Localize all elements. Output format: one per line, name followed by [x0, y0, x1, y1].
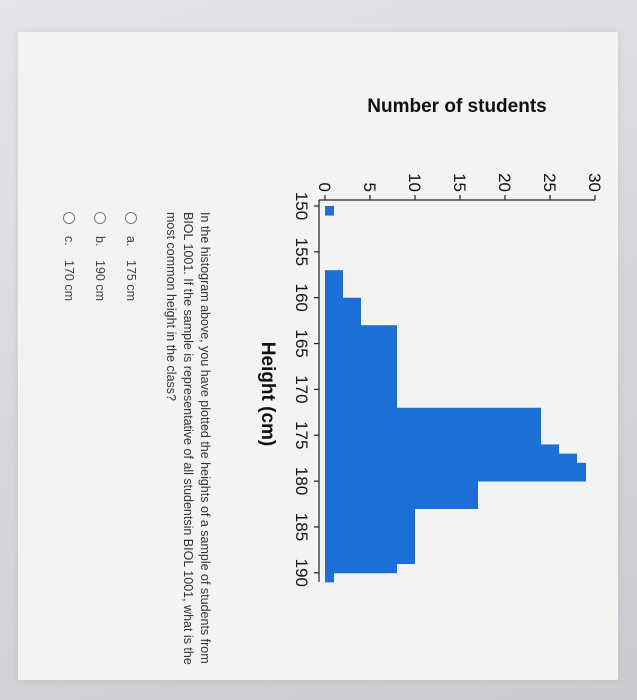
histogram-bar — [325, 481, 478, 491]
option-label: 170 cm — [62, 260, 77, 301]
answer-options: a. 175 cm b. 190 cm c. 170 cm — [54, 212, 147, 512]
y-tick-label: 20 — [495, 173, 514, 192]
x-tick-label: 150 — [292, 192, 311, 220]
option-c[interactable]: c. 170 cm — [54, 212, 85, 512]
histogram-bar — [325, 325, 397, 335]
histogram-bar — [325, 444, 559, 455]
x-tick-label: 175 — [292, 421, 311, 449]
y-tick-label: 25 — [540, 173, 559, 192]
option-label: 190 cm — [93, 260, 108, 301]
histogram-bar — [325, 536, 415, 546]
histogram-bar — [325, 316, 361, 326]
histogram-bar — [325, 334, 397, 344]
radio-button-icon[interactable] — [63, 212, 76, 224]
histogram-bar — [325, 288, 343, 299]
radio-button-icon[interactable] — [94, 212, 107, 224]
histogram-bar — [325, 398, 397, 409]
y-tick-label: 10 — [405, 173, 424, 192]
histogram-bar — [325, 416, 541, 427]
y-tick-label: 5 — [360, 183, 379, 192]
option-letter: c. — [62, 236, 77, 246]
histogram-bars — [325, 206, 586, 583]
x-tick-label: 165 — [292, 329, 311, 357]
option-label: 175 cm — [124, 260, 139, 301]
histogram-bar — [325, 554, 415, 565]
option-b[interactable]: b. 190 cm — [85, 212, 116, 512]
x-axis-title: Height (cm) — [257, 342, 278, 447]
histogram-bar — [325, 279, 343, 289]
x-tick-label: 190 — [292, 559, 311, 587]
histogram-bar — [325, 435, 541, 445]
question-text: In the histogram above, you have plotted… — [164, 212, 212, 665]
x-tick-label: 180 — [292, 467, 311, 495]
histogram-bar — [325, 453, 577, 464]
option-a[interactable]: a. 175 cm — [116, 212, 147, 512]
histogram-bar — [325, 490, 478, 500]
radio-button-icon[interactable] — [125, 212, 138, 224]
y-tick-label: 15 — [450, 173, 469, 192]
histogram-bar — [325, 297, 361, 308]
histogram-bar — [325, 407, 541, 418]
option-letter: b. — [93, 236, 108, 247]
y-axis-title: Number of students — [367, 96, 546, 117]
histogram-bar — [325, 545, 415, 555]
histogram-bar — [325, 526, 415, 537]
y-tick-label: 0 — [315, 183, 334, 192]
histogram-bar — [325, 371, 397, 381]
x-tick-label: 160 — [292, 284, 311, 312]
histogram-bar — [325, 389, 397, 399]
x-tick-label: 155 — [292, 238, 311, 266]
x-tick-label: 185 — [292, 513, 311, 541]
y-tick-label: 30 — [585, 173, 604, 192]
question-card — [18, 32, 618, 680]
histogram-bar — [325, 343, 397, 354]
histogram-bar — [325, 352, 397, 363]
histogram-bar — [325, 380, 397, 390]
histogram-bar — [325, 517, 415, 528]
y-axis-ticks: 0 5 10 15 20 25 30 — [315, 173, 604, 200]
option-letter: a. — [124, 236, 139, 247]
x-axis-ticks: 150 155 160 165 170 175 180 185 190 — [292, 192, 319, 587]
histogram-bar — [325, 270, 343, 280]
histogram-bar — [325, 426, 541, 436]
histogram-bar — [325, 471, 586, 482]
histogram-bar — [325, 462, 586, 473]
histogram-bar — [325, 361, 397, 372]
x-tick-label: 170 — [292, 375, 311, 403]
histogram-bar — [325, 563, 397, 574]
histogram-bar — [325, 508, 415, 519]
histogram-bar — [325, 206, 334, 216]
histogram-bar — [325, 572, 334, 583]
histogram-bar — [325, 306, 361, 317]
histogram-bar — [325, 499, 478, 510]
